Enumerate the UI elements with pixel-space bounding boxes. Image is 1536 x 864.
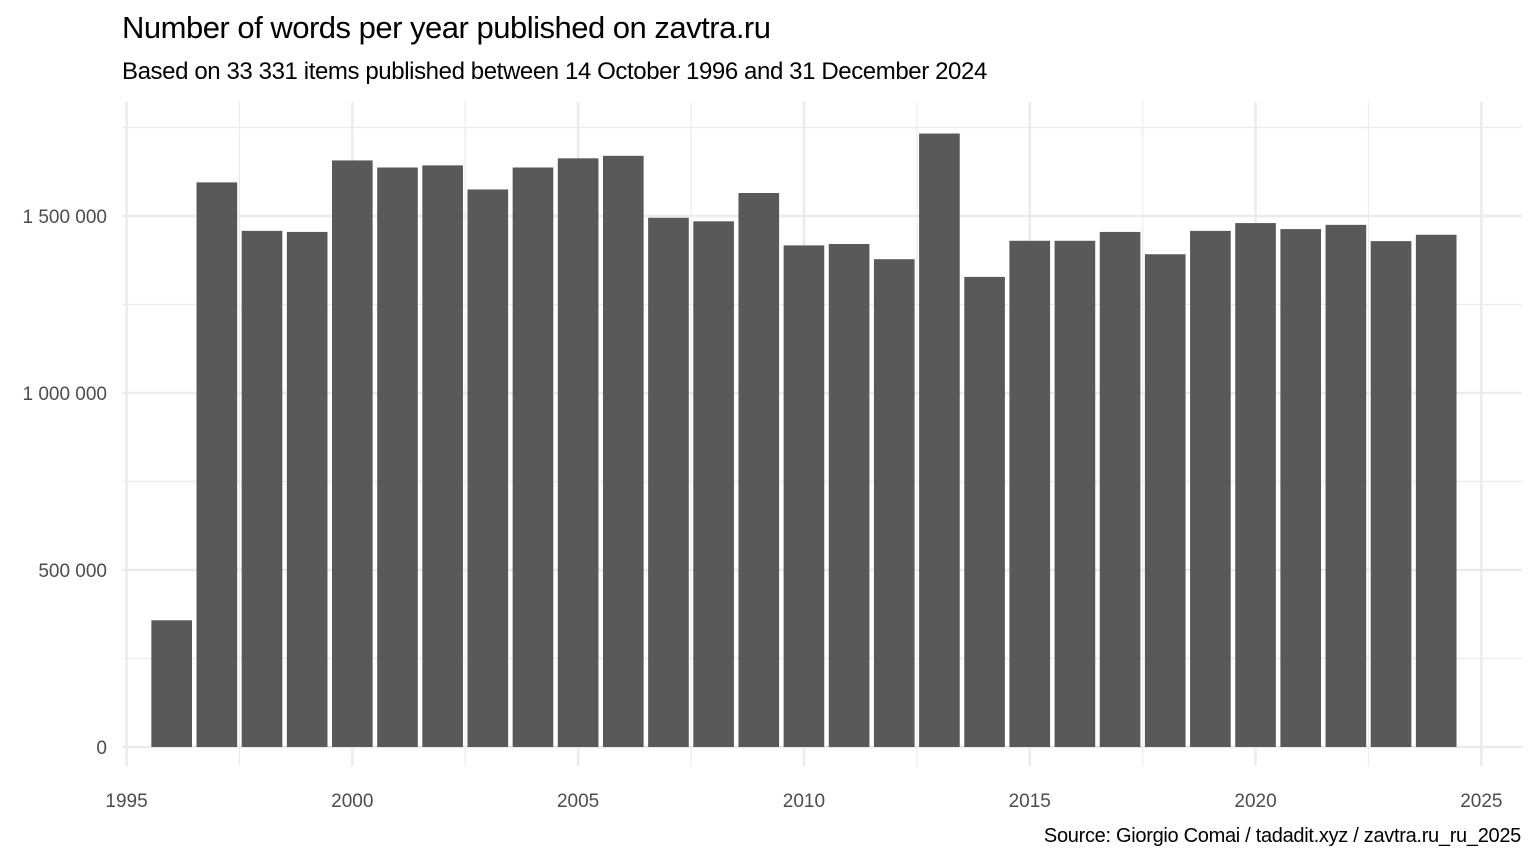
x-tick-label: 2010 xyxy=(783,791,825,812)
bar-2016 xyxy=(1054,240,1096,747)
bar-2009 xyxy=(738,192,780,748)
y-tick-label: 500 000 xyxy=(38,561,107,582)
chart-subtitle: Based on 33 331 items published between … xyxy=(122,58,987,85)
bar-2024 xyxy=(1415,234,1457,748)
bar-2001 xyxy=(377,167,418,747)
x-tick-label: 2020 xyxy=(1234,791,1276,812)
bar-2000 xyxy=(332,160,373,747)
bar-2011 xyxy=(828,243,870,747)
bar-2008 xyxy=(693,221,734,747)
bar-2007 xyxy=(648,217,689,747)
chart-title: Number of words per year published on za… xyxy=(122,10,771,45)
bar-2014 xyxy=(964,276,1005,747)
bar-2010 xyxy=(783,245,825,747)
y-tick-label: 1 000 000 xyxy=(22,384,107,405)
x-axis: 1995 2000 2005 2010 2015 2020 2025 xyxy=(105,791,1502,812)
bar-1996 xyxy=(151,620,192,747)
bar-2021 xyxy=(1280,229,1322,747)
bar-2012 xyxy=(873,259,915,747)
x-tick-label: 2025 xyxy=(1460,791,1502,812)
bar-1998 xyxy=(241,230,283,748)
bar-1999 xyxy=(286,231,328,747)
bar-2005 xyxy=(557,158,599,748)
bar-2006 xyxy=(602,155,644,747)
x-tick-label: 2005 xyxy=(557,791,599,812)
bar-2015 xyxy=(1009,240,1051,747)
y-tick-label: 1 500 000 xyxy=(22,207,107,228)
y-axis: 0 500 000 1 000 000 1 500 000 xyxy=(22,207,107,759)
bar-2017 xyxy=(1099,231,1141,747)
bars xyxy=(151,133,1457,748)
bar-2020 xyxy=(1235,223,1276,747)
bar-2002 xyxy=(422,165,463,748)
bar-2004 xyxy=(512,167,554,747)
chart-caption: Source: Giorgio Comai / tadadit.xyz / za… xyxy=(1043,825,1521,847)
bar-1997 xyxy=(196,182,238,747)
bar-2003 xyxy=(467,189,509,747)
bar-2013 xyxy=(919,133,960,747)
bar-2022 xyxy=(1325,224,1367,748)
x-tick-label: 1995 xyxy=(105,791,147,812)
bar-2023 xyxy=(1370,241,1412,747)
x-tick-label: 2000 xyxy=(331,791,373,812)
bar-2018 xyxy=(1144,254,1186,747)
bar-2019 xyxy=(1190,230,1231,748)
x-tick-label: 2015 xyxy=(1009,791,1051,812)
y-tick-label: 0 xyxy=(96,738,107,759)
